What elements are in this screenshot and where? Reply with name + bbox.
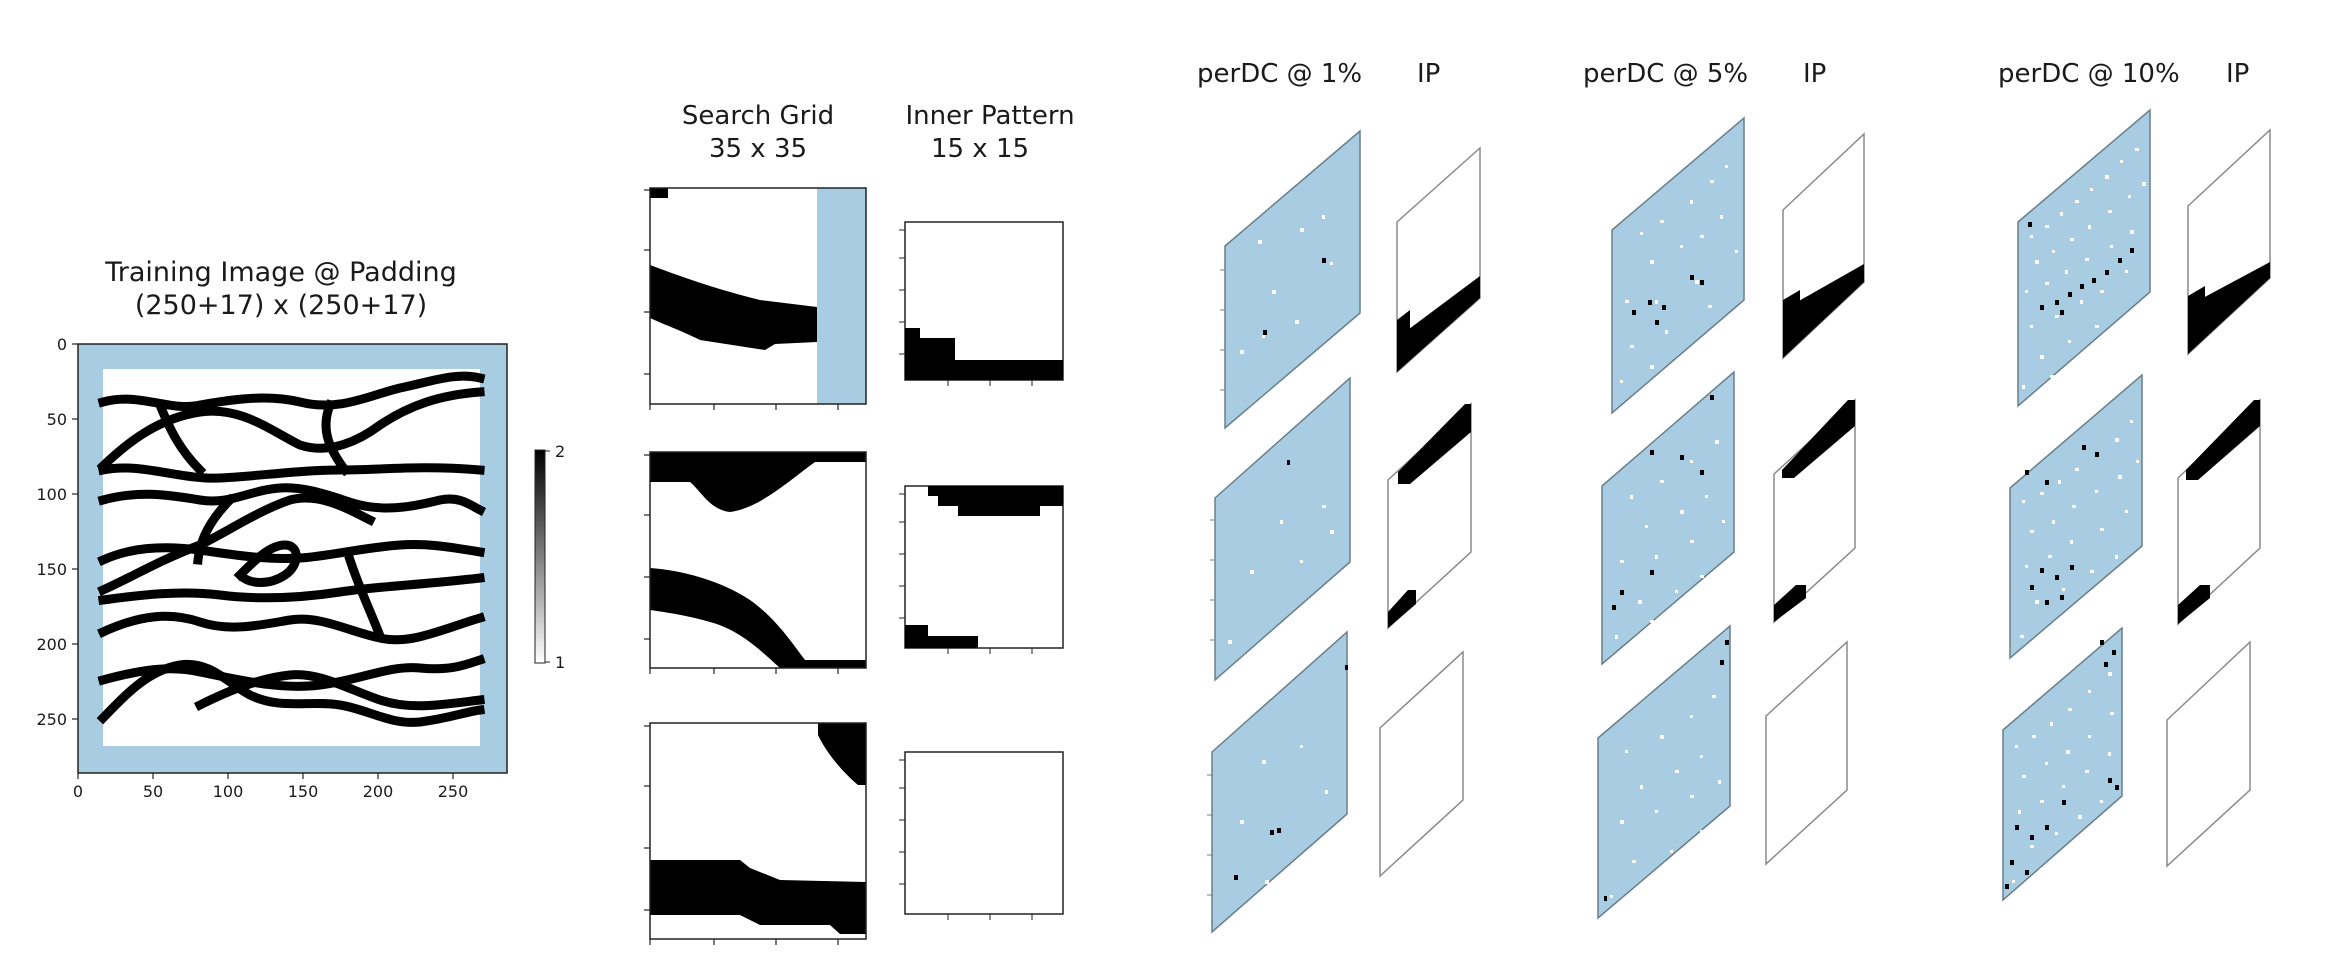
channel-fragment [650,265,817,350]
x-tick-label: 150 [288,782,319,801]
channel-fragment [650,188,668,198]
channel-fragment [905,328,1063,380]
perdc-5-group [1597,116,1865,920]
x-tick-label: 100 [213,782,244,801]
search-grid-title: Search Grid [682,101,834,131]
inner-pattern-subtitle: 15 x 15 [931,134,1029,164]
y-tick-label: 50 [47,410,67,429]
ip-channel [2188,286,2205,316]
ip-channel [1783,290,1800,320]
training-image-subtitle: (250+17) x (250+17) [135,290,427,321]
x-tick-label: 250 [438,782,469,801]
padding-strip [817,188,866,404]
perdc-channel-points [1604,275,1729,901]
y-tick-label: 250 [36,710,67,729]
perdc-panel [1214,376,1351,682]
search-grid-column: Search Grid 35 x 35 [644,101,867,945]
search-grid-subtitle: 35 x 35 [709,134,807,164]
ip-channel [2188,262,2270,354]
perdc-10-ip-label: IP [2226,59,2249,89]
ip-channel [1388,590,1416,628]
training-image-title: Training Image @ Padding [104,257,457,288]
channel-fragment [650,452,866,512]
perdc-panel [2002,626,2123,902]
channel-fragment [650,568,866,668]
perdc-panel [1211,630,1348,934]
inner-pattern-column: Inner Pattern 15 x 15 [899,101,1075,920]
search-grid-3 [649,722,867,940]
colorbar [534,449,546,664]
ip-channel [1398,404,1471,484]
search-grid-2 [649,451,867,669]
y-tick-label: 100 [36,485,67,504]
colorbar-max-label: 2 [555,442,565,461]
inner-pattern-title: Inner Pattern [905,101,1074,131]
perdc-1-group [1211,129,1481,934]
perdc-1-ip-label: IP [1417,59,1440,89]
perdc-channel-points [1234,258,1348,880]
perdc-5-ip-label: IP [1803,59,1826,89]
search-grid-ticks [644,189,839,945]
ip-channel [2186,400,2260,480]
perdc-5-label: perDC @ 5% [1583,59,1748,89]
training-image-frame [77,343,508,774]
inner-pattern-2 [904,485,1064,649]
x-tick-label: 200 [363,782,394,801]
perdc-panel [1601,370,1735,666]
channel-fragment [905,625,978,648]
perdc-panel [1224,129,1361,430]
perdc-conditioning-points [1228,215,1334,884]
perdc-panel [1597,624,1731,920]
perdc-10-group [2002,108,2271,902]
x-tick-label: 50 [143,782,163,801]
perdc-conditioning-points [2012,148,2146,883]
ip-channel [1783,264,1864,358]
ip-channel [1774,585,1806,622]
inner-pattern-ticks [899,229,1033,920]
colorbar-min-label: 1 [555,653,565,672]
ip-channel [1397,310,1410,340]
inner-pattern-1 [904,221,1064,381]
y-tick-label: 150 [36,560,67,579]
y-tick-label: 200 [36,635,67,654]
ip-panel [2166,640,2251,868]
ip-channel [1397,276,1480,372]
search-grid-1 [649,187,867,405]
perdc-panel [1611,116,1745,415]
perdc-edge-ticks [1207,269,1225,896]
ip-panel [1379,650,1464,878]
training-image-panel: Training Image @ Padding (250+17) x (250… [36,257,565,801]
training-image-axis-ticks [72,343,454,779]
ip-panel [1765,640,1848,866]
ip-channel [2178,585,2210,624]
perdc-10-label: perDC @ 10% [1998,59,2180,89]
channel-network [96,371,487,727]
y-tick-label: 0 [57,335,67,354]
perdc-conditioning-points [1610,165,1738,898]
x-tick-label: 0 [73,782,83,801]
ip-channel [1782,400,1855,478]
inner-pattern-3 [904,751,1064,915]
channel-fragment [650,860,866,934]
perdc-panel [2017,108,2151,408]
channel-fragment [928,486,1063,516]
channel-fragment [818,723,866,785]
perdc-panel [2009,373,2143,660]
perdc-channel-points [2005,222,2134,889]
perdc-1-label: perDC @ 1% [1197,59,1362,89]
